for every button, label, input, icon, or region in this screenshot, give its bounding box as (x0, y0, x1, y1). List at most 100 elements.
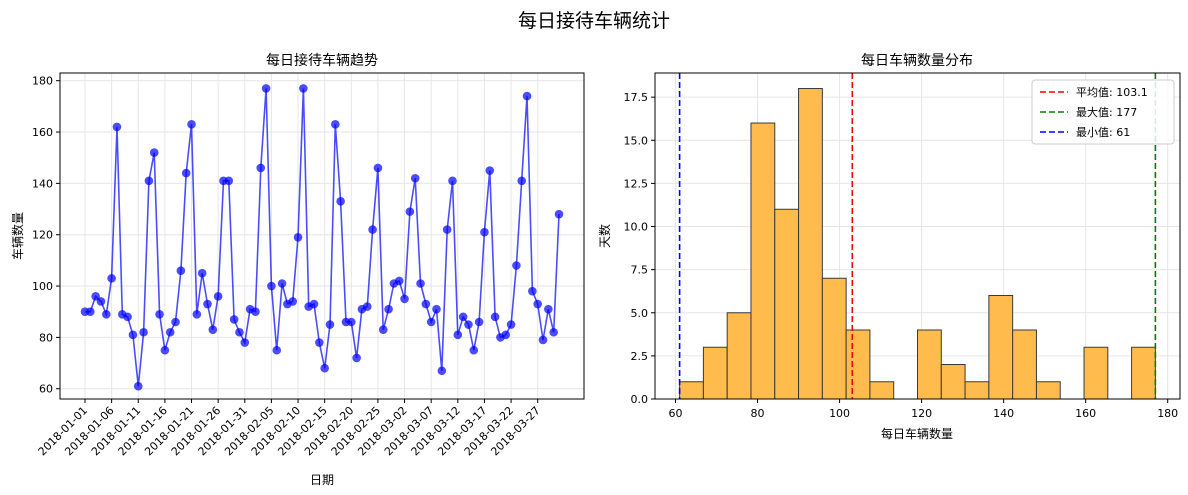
histogram-x-tick-label: 120 (911, 407, 932, 420)
figure-title: 每日接待车辆统计 (518, 10, 670, 32)
line-chart-y-tick-label: 60 (39, 383, 53, 396)
line-chart-data-point (512, 261, 521, 270)
line-chart-data-point (235, 327, 244, 337)
histogram-bar (1012, 329, 1037, 400)
line-chart-data-point (362, 302, 372, 311)
line-chart-data-point (453, 330, 463, 340)
histogram-x-tick-label: 60 (669, 407, 683, 420)
line-chart-data-point (213, 292, 223, 301)
line-chart-data-point (448, 176, 457, 186)
line-chart-data-point (293, 232, 303, 242)
line-chart-y-tick-label: 180 (32, 75, 53, 88)
line-chart-data-point (474, 317, 484, 327)
histogram-bar (1035, 381, 1061, 400)
line-chart-data-point (336, 197, 345, 206)
line-chart-y-tick-label: 140 (32, 177, 53, 190)
line-chart-data-point (554, 209, 564, 219)
line-chart-data-point (102, 309, 111, 319)
line-chart-data-point (155, 309, 164, 319)
line-chart-data-point (368, 225, 377, 234)
line-chart-y-tick-label: 120 (32, 229, 53, 242)
histogram-bar (774, 208, 800, 400)
line-chart-data-point (458, 312, 468, 322)
line-chart-x-axis: 2018-01-012018-01-062018-01-112018-01-16… (36, 399, 543, 458)
line-chart-data-point (277, 279, 287, 288)
histogram-bar (917, 329, 942, 400)
histogram-bar (821, 277, 847, 400)
line-chart-data-point (133, 381, 143, 391)
line-chart-data-point (139, 327, 148, 337)
line-chart-data-point (373, 163, 383, 173)
histogram-bar (1083, 346, 1109, 400)
histogram-x-tick-label: 80 (751, 407, 765, 420)
line-chart-data-point (299, 84, 308, 93)
line-chart-data-point (506, 320, 516, 329)
histogram-legend: 平均值: 103.1 最大值: 177 最小值: 61 (1031, 79, 1175, 145)
line-chart-data-point (309, 299, 319, 309)
line-chart-data-point (208, 325, 218, 334)
line-chart-data-point (96, 297, 106, 306)
histogram-x-label: 每日车辆数量 (881, 426, 953, 441)
histogram-frame (654, 72, 1181, 400)
line-chart-data-point (410, 173, 420, 183)
line-chart-data-point (538, 335, 548, 345)
histogram-bar (845, 329, 871, 400)
line-chart-data-point (442, 225, 452, 234)
histogram-panel: 每日车辆数量分布 0.0 2.5 5.0 7.5 10.0 12.5 15.0 17.5 60… (597, 52, 1181, 441)
line-chart-data-point (256, 163, 266, 173)
histogram-bar (726, 312, 752, 400)
line-chart-data-point (517, 176, 527, 186)
line-chart-data-point (107, 274, 116, 283)
line-chart-data-point (315, 338, 324, 347)
line-chart-series-line (85, 88, 560, 387)
line-chart-data-point (421, 299, 431, 309)
line-chart-data-point (320, 363, 329, 373)
line-chart-data-point (224, 176, 234, 186)
line-chart-y-label: 车辆数量 (10, 212, 25, 260)
line-chart-data-point (160, 345, 170, 355)
line-chart-data-point (464, 320, 473, 329)
line-chart-data-point (501, 330, 511, 340)
histogram-bar (702, 346, 728, 400)
line-chart-data-point (165, 327, 175, 337)
histogram-legend-label: 平均值: 103.1 (1076, 86, 1148, 99)
histogram-bar (964, 381, 990, 400)
histogram-legend-box (1031, 79, 1175, 145)
line-chart-data-point (378, 325, 388, 334)
line-chart-grid (60, 73, 584, 399)
histogram-bar (750, 122, 776, 400)
line-chart-data-point (485, 166, 495, 175)
line-chart-series (80, 84, 564, 391)
line-chart-data-point (480, 227, 489, 237)
line-chart-x-label: 日期 (310, 473, 334, 487)
line-chart-data-point (331, 120, 340, 129)
histogram-y-label: 天数 (597, 224, 612, 248)
line-chart-data-point (272, 345, 282, 355)
histogram-bar (1131, 346, 1156, 400)
line-chart-data-point (469, 345, 479, 355)
line-chart-data-point (549, 327, 558, 337)
line-chart-data-point (394, 276, 404, 286)
histogram-x-tick-label: 180 (1157, 407, 1178, 420)
line-chart-data-point (405, 207, 415, 216)
line-chart-data-point (229, 315, 239, 324)
line-chart-data-point (346, 317, 356, 327)
line-chart-data-point (400, 294, 409, 304)
line-chart-data-point (288, 297, 298, 306)
histogram-y-tick-label: 10.0 (624, 221, 649, 234)
line-chart-data-point (128, 330, 138, 340)
line-chart-data-point (187, 120, 196, 129)
line-chart-data-point (240, 338, 250, 347)
line-chart-data-point (251, 307, 260, 317)
line-chart-data-point (86, 307, 95, 317)
histogram-legend-label: 最大值: 177 (1076, 105, 1137, 119)
line-chart-data-point (437, 366, 447, 376)
line-chart-data-point (112, 122, 122, 132)
line-chart-data-point (325, 320, 335, 329)
line-chart-data-point (171, 317, 180, 327)
histogram-y-tick-label: 12.5 (624, 177, 649, 190)
histogram-bar (679, 381, 704, 400)
histogram-bar (869, 381, 895, 400)
line-chart-data-point (192, 309, 202, 319)
